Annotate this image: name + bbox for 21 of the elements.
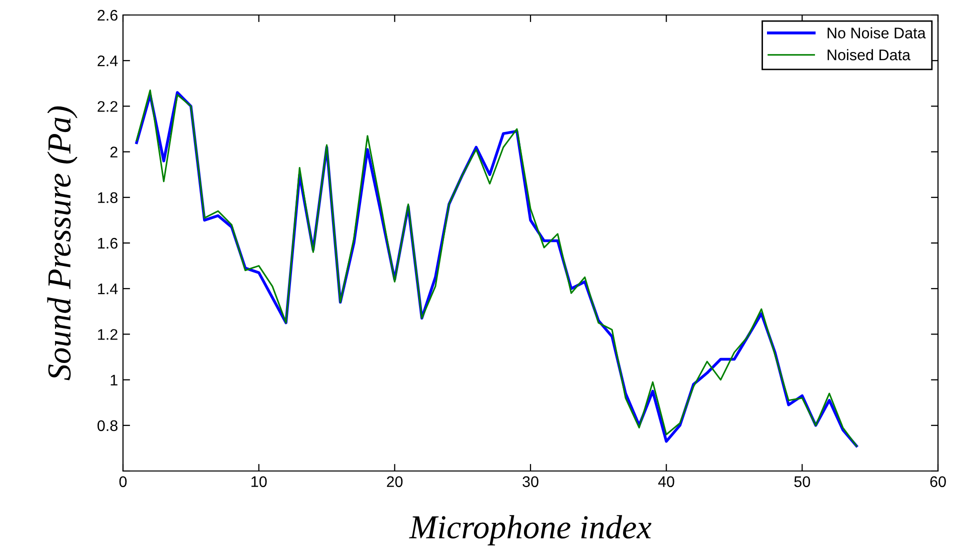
x-tick-label: 50 — [794, 476, 810, 488]
y-tick-label: 2 — [110, 146, 118, 158]
legend-label: No Noise Data — [828, 27, 926, 38]
y-tick-label: 1.2 — [98, 329, 118, 340]
y-tick-label: 1.6 — [98, 238, 118, 249]
x-tick-label: 30 — [522, 476, 538, 488]
y-tick-label: 2.2 — [98, 101, 118, 112]
y-tick-label: 1 — [110, 374, 118, 386]
x-tick-label: 0 — [119, 476, 127, 488]
x-tick-label: 20 — [386, 476, 403, 488]
x-tick-label: 10 — [252, 476, 267, 488]
y-axis-title: Sound Pressure (Pa) — [47, 106, 78, 380]
x-tick-label: 60 — [930, 476, 946, 488]
x-tick-label: 40 — [658, 476, 674, 488]
legend-label: Noised Data — [828, 49, 911, 60]
y-tick-label: 1.8 — [98, 192, 118, 204]
y-tick-label: 1.4 — [98, 284, 118, 294]
y-tick-label: 2.6 — [98, 10, 118, 21]
y-tick-label: 2.4 — [98, 55, 118, 66]
y-tick-label: 0.8 — [98, 420, 118, 432]
x-axis-title: Microphone index — [409, 515, 652, 546]
